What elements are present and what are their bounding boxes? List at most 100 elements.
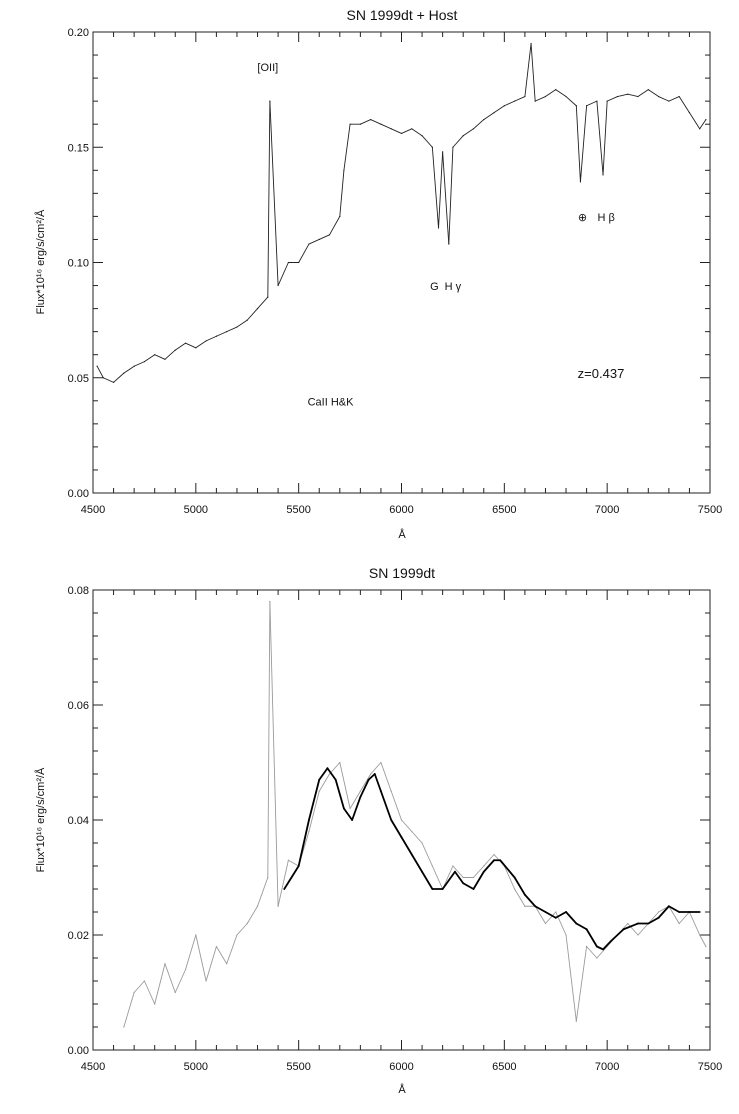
y-tick-label: 0.00 bbox=[68, 1045, 89, 1057]
series-segment bbox=[554, 911, 567, 919]
series-segment bbox=[493, 105, 505, 114]
data-point bbox=[699, 911, 701, 913]
series-segment bbox=[462, 882, 475, 890]
series-segment bbox=[297, 819, 310, 867]
series-segment bbox=[390, 790, 402, 821]
annotation-label: [OII] bbox=[257, 62, 278, 74]
series-segment bbox=[530, 43, 536, 102]
y-tick-label: 0.08 bbox=[68, 585, 89, 597]
series-segment bbox=[622, 922, 639, 931]
series-segment bbox=[143, 980, 156, 1005]
y-tick-label: 0.10 bbox=[68, 258, 89, 270]
series-segment bbox=[534, 96, 546, 102]
plot-frame bbox=[92, 31, 711, 494]
series-observed-spectrum bbox=[123, 600, 707, 1028]
series-segment bbox=[431, 865, 444, 890]
series-segment bbox=[534, 905, 546, 924]
x-tick-label: 7000 bbox=[595, 504, 619, 516]
series-segment bbox=[164, 349, 176, 360]
series-segment bbox=[602, 939, 613, 951]
series-segment bbox=[524, 893, 537, 908]
annotation-label: G bbox=[430, 281, 439, 293]
x-tick-label: 6500 bbox=[492, 504, 516, 516]
series-segment bbox=[343, 123, 351, 171]
series-segment bbox=[565, 911, 578, 925]
series-segment bbox=[421, 870, 434, 890]
series-segment bbox=[637, 923, 649, 936]
y-tick-label: 0.15 bbox=[68, 142, 89, 154]
series-segment bbox=[359, 119, 372, 125]
series-segment bbox=[482, 859, 495, 873]
series-segment bbox=[174, 969, 187, 993]
series-segment bbox=[442, 151, 450, 245]
series-segment bbox=[668, 905, 680, 924]
series-segment bbox=[602, 100, 608, 176]
annotation-label: H γ bbox=[445, 281, 462, 293]
series-segment bbox=[545, 911, 557, 924]
series-segment bbox=[503, 865, 516, 890]
x-tick-label: 7500 bbox=[698, 1061, 722, 1073]
series-segment bbox=[318, 234, 330, 240]
series-segment bbox=[586, 100, 598, 107]
x-tick-label: 7000 bbox=[595, 1061, 619, 1073]
annotation-label: H β bbox=[597, 212, 614, 224]
series-segment bbox=[596, 100, 604, 176]
series-segment bbox=[606, 96, 618, 102]
series-segment bbox=[390, 819, 403, 839]
series-segment bbox=[334, 778, 345, 810]
series-segment bbox=[267, 601, 271, 878]
series-segment bbox=[318, 773, 330, 792]
series-segment bbox=[452, 865, 464, 878]
series-segment bbox=[113, 372, 125, 383]
annotation-label: z=0.437 bbox=[578, 366, 625, 381]
series-segment bbox=[441, 870, 456, 890]
series-segment bbox=[513, 876, 526, 896]
series-segment bbox=[585, 928, 598, 948]
series-segment bbox=[678, 96, 690, 114]
x-tick-label: 5000 bbox=[184, 1061, 208, 1073]
series-segment bbox=[462, 128, 474, 137]
y-axis-label: Flux*10¹⁶ erg/s/cm²/Å bbox=[34, 209, 47, 314]
series-segment bbox=[359, 773, 372, 792]
chart-title: SN 1999dt + Host bbox=[347, 7, 458, 23]
series-segment bbox=[575, 105, 581, 183]
series-segment bbox=[596, 946, 608, 959]
series-segment bbox=[195, 340, 207, 349]
series-segment bbox=[164, 963, 176, 993]
x-tick-labels: 4500 5000 5500 6000 6500 7000 7500 bbox=[81, 1061, 722, 1073]
series-segment bbox=[257, 877, 269, 907]
x-tick-label: 5000 bbox=[184, 504, 208, 516]
series-segment bbox=[143, 354, 156, 363]
annotations-group: [OII] CaII H&K G H γ ⊕ H β z=0.437 bbox=[257, 62, 624, 408]
series-segment bbox=[586, 946, 598, 959]
series-segment bbox=[688, 911, 701, 936]
series-segment bbox=[257, 296, 269, 310]
series-segment bbox=[514, 888, 526, 907]
series-segment bbox=[174, 342, 187, 351]
series-segment bbox=[400, 836, 413, 856]
series-segment bbox=[421, 135, 433, 148]
series-segment bbox=[524, 43, 532, 97]
y-tick-labels: 0.00 0.05 0.10 0.15 0.20 bbox=[68, 27, 89, 500]
series-segment bbox=[269, 601, 279, 907]
series-segment bbox=[308, 238, 320, 245]
series-segment bbox=[410, 853, 423, 873]
x-tick-label: 5500 bbox=[286, 1061, 310, 1073]
x-tick-label: 4500 bbox=[81, 504, 105, 516]
series-segment bbox=[246, 905, 258, 924]
series-segment bbox=[678, 911, 690, 924]
series-segment bbox=[544, 911, 557, 919]
x-axis-label: Å bbox=[398, 528, 406, 541]
y-axis-label: Flux*10¹⁶ erg/s/cm²/Å bbox=[34, 767, 47, 872]
series-segment bbox=[370, 119, 382, 125]
series-segment bbox=[699, 934, 707, 947]
series-segment bbox=[534, 905, 547, 913]
series-segment bbox=[473, 865, 485, 878]
series-segment bbox=[565, 96, 577, 107]
series-segment bbox=[555, 89, 567, 97]
series-segment bbox=[195, 934, 207, 982]
series-segment bbox=[269, 100, 279, 286]
series-segment bbox=[575, 946, 588, 1022]
series-segment bbox=[308, 778, 321, 821]
